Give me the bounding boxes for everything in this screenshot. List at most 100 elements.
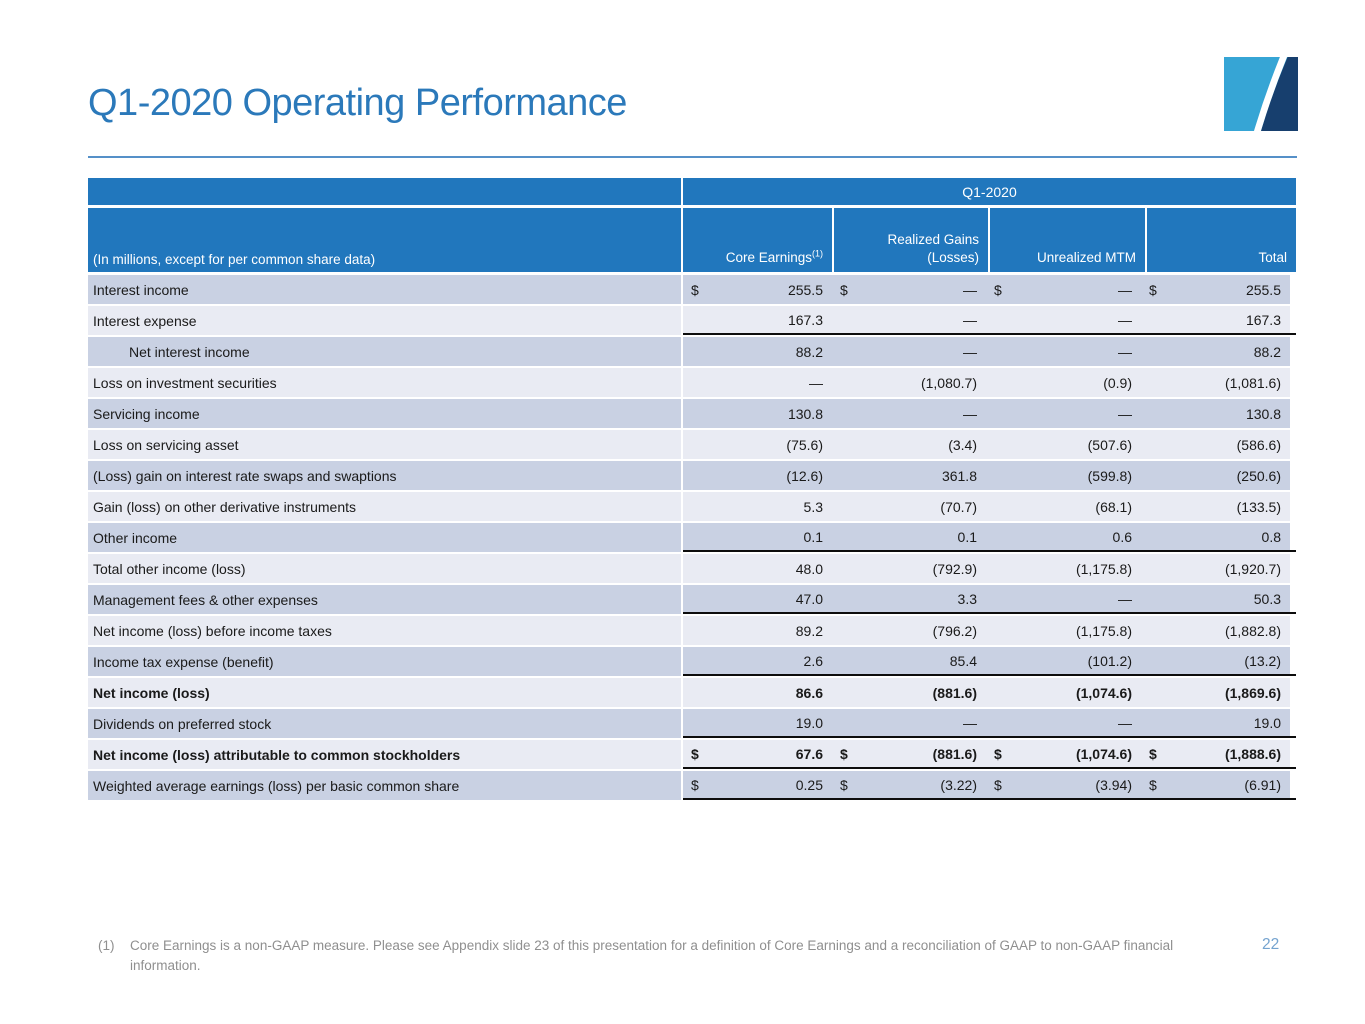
row-label: Total other income (loss) (88, 554, 681, 583)
row-label: Other income (88, 523, 681, 552)
row-values: 47.0 3.3 — 50.3 (683, 585, 1296, 614)
cell-value: — (1118, 590, 1132, 607)
table-row: Loss on investment securities — (1,080.7) (… (88, 368, 1296, 397)
value-cell: 47.0 (683, 585, 832, 612)
cell-value: (250.6) (1236, 467, 1281, 484)
column-header-row: (In millions, except for per common shar… (88, 208, 1296, 272)
table-row: Dividends on preferred stock 19.0 — — 19.0 (88, 709, 1296, 738)
currency-symbol: $ (691, 281, 699, 298)
value-cell: (1,175.8) (986, 554, 1141, 583)
value-cell: 86.6 (683, 678, 832, 707)
cell-value: (1,074.6) (1075, 745, 1132, 762)
cell-value: 130.8 (787, 405, 823, 422)
row-label: Servicing income (88, 399, 681, 428)
logo-swoosh (1253, 57, 1288, 131)
cell-value: 88.2 (1253, 343, 1281, 360)
footnote-text: Core Earnings is a non-GAAP measure. Ple… (130, 938, 1174, 973)
cell-value: (12.6) (786, 467, 823, 484)
currency-symbol: $ (994, 776, 1002, 793)
table-row: Loss on servicing asset (75.6) (3.4) (507.6… (88, 430, 1296, 459)
value-cell: 89.2 (683, 616, 832, 645)
table-row: Income tax expense (benefit) 2.6 85.4 (101.… (88, 647, 1296, 676)
cell-value: 19.0 (1253, 714, 1281, 731)
currency-symbol: $ (994, 745, 1002, 762)
row-values: $67.6 $ (881.6) $ (1,074.6) $ (1,888.6) (683, 740, 1296, 769)
row-label: Management fees & other expenses (88, 585, 681, 614)
row-label: Dividends on preferred stock (88, 709, 681, 738)
value-cell: (1,074.6) (986, 678, 1141, 707)
value-cell: $255.5 (683, 275, 832, 304)
row-values: — (1,080.7) (0.9) (1,081.6) (683, 368, 1296, 397)
value-cell: (3.4) (832, 430, 986, 459)
value-cell: 361.8 (832, 461, 986, 490)
cell-value: 361.8 (941, 467, 977, 484)
page-title: Q1-2020 Operating Performance (88, 82, 627, 124)
cell-value: 167.3 (1245, 311, 1281, 328)
currency-symbol: $ (1149, 281, 1157, 298)
value-cell: — (832, 709, 986, 736)
value-cell: $ (6.91) (1141, 771, 1290, 798)
row-label: Interest income (88, 275, 681, 304)
cell-value: (1,888.6) (1224, 745, 1281, 762)
row-label: Loss on servicing asset (88, 430, 681, 459)
value-cell: (1,920.7) (1141, 554, 1290, 583)
cell-value: 255.5 (787, 281, 823, 298)
row-label: Net income (loss) before income taxes (88, 616, 681, 645)
footnote: (1) Core Earnings is a non-GAAP measure.… (98, 936, 1228, 975)
row-values: 88.2 — — 88.2 (683, 337, 1296, 366)
row-label: Income tax expense (benefit) (88, 647, 681, 676)
cell-value: — (1118, 311, 1132, 328)
table-row: Servicing income 130.8 — — 130.8 (88, 399, 1296, 428)
value-cell: (881.6) (832, 678, 986, 707)
table-row: Gain (loss) on other derivative instrume… (88, 492, 1296, 521)
cell-value: 85.4 (949, 652, 977, 669)
row-label: (Loss) gain on interest rate swaps and s… (88, 461, 681, 490)
value-cell: (75.6) (683, 430, 832, 459)
value-cell: — (832, 306, 986, 333)
currency-symbol: $ (1149, 745, 1157, 762)
row-values: $0.25 $ (3.22) $ (3.94) $ (6.91) (683, 771, 1296, 800)
row-values: (12.6) 361.8 (599.8) (250.6) (683, 461, 1296, 490)
table-row: Weighted average earnings (loss) per bas… (88, 771, 1296, 800)
row-values: 86.6 (881.6) (1,074.6) (1,869.6) (683, 678, 1296, 707)
value-cell: — (986, 306, 1141, 333)
currency-symbol: $ (994, 281, 1002, 298)
value-cell: 130.8 (683, 399, 832, 428)
cell-value: (3.22) (940, 776, 977, 793)
cell-value: 0.8 (1261, 528, 1281, 545)
value-cell: 0.8 (1141, 523, 1290, 550)
cell-value: 50.3 (1253, 590, 1281, 607)
value-cell: — (832, 337, 986, 366)
cell-value: (1,869.6) (1224, 684, 1281, 701)
value-cell: 0.6 (986, 523, 1141, 550)
row-values: 0.1 0.1 0.6 0.8 (683, 523, 1296, 552)
row-values: 19.0 — — 19.0 (683, 709, 1296, 738)
column-header-core-earnings: Core Earnings(1) (683, 208, 832, 272)
value-cell: 5.3 (683, 492, 832, 521)
cell-value: 89.2 (795, 622, 823, 639)
value-cell: $ — (986, 275, 1141, 304)
table-row: (Loss) gain on interest rate swaps and s… (88, 461, 1296, 490)
cell-value: — (963, 714, 977, 731)
value-cell: 0.1 (832, 523, 986, 550)
cell-value: — (1118, 281, 1132, 298)
value-cell: (507.6) (986, 430, 1141, 459)
cell-value: (1,074.6) (1075, 684, 1132, 701)
cell-value: 19.0 (795, 714, 823, 731)
cell-value: 255.5 (1245, 281, 1281, 298)
units-note: (In millions, except for per common shar… (88, 208, 681, 272)
value-cell: $ (881.6) (832, 740, 986, 767)
cell-value: — (963, 311, 977, 328)
footnote-marker: (1) (98, 938, 115, 953)
table-body: Interest income $255.5 $ — $ — $255.5 Interest … (88, 275, 1296, 800)
value-cell: 3.3 (832, 585, 986, 612)
title-divider (88, 156, 1297, 158)
period-header-spacer (88, 178, 681, 205)
cell-value: (1,081.6) (1224, 374, 1281, 391)
row-values: 2.6 85.4 (101.2) (13.2) (683, 647, 1296, 676)
value-cell: (12.6) (683, 461, 832, 490)
row-label: Weighted average earnings (loss) per bas… (88, 771, 681, 800)
cell-value: 0.25 (795, 776, 823, 793)
cell-value: — (963, 343, 977, 360)
value-cell: 85.4 (832, 647, 986, 674)
